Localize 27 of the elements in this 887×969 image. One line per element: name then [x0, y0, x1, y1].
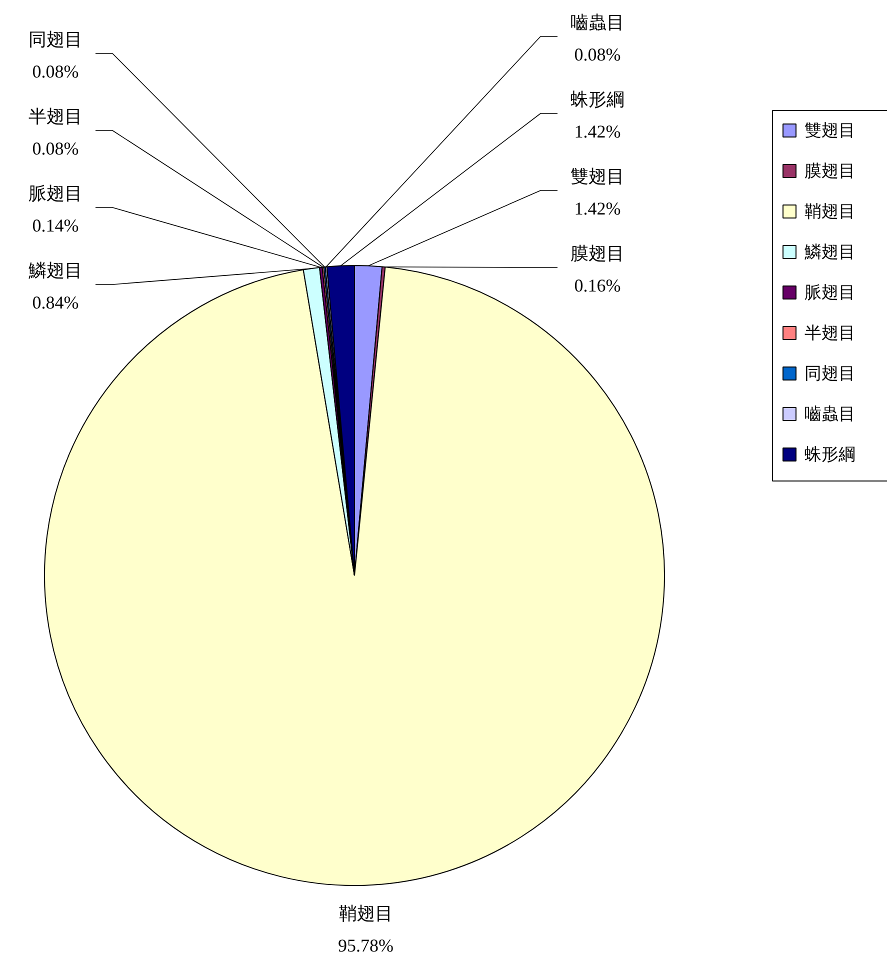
slice-label: 蛛形綱 [570, 90, 624, 110]
data-label: 95.78% [338, 935, 394, 956]
slice-label: 雙翅目 [570, 166, 624, 186]
slice-label: 同翅目 [28, 30, 82, 50]
slice-label: 膜翅目 [570, 244, 624, 264]
legend-label: 嚙蟲目 [804, 404, 856, 424]
data-label: 1.42% [574, 122, 621, 142]
legend-label: 同翅目 [804, 364, 856, 383]
legend-label: 鱗翅目 [804, 242, 856, 262]
slice-label: 半翅目 [28, 106, 82, 126]
legend-label: 鞘翅目 [804, 202, 856, 221]
data-label: 0.14% [32, 216, 79, 236]
legend-label: 脈翅目 [804, 283, 856, 302]
slice-label: 脈翅目 [28, 184, 82, 204]
legend-label: 蛛形綱 [804, 445, 856, 464]
data-label: 0.08% [574, 44, 621, 64]
slice-label: 鞘翅目 [338, 903, 393, 924]
data-label: 0.16% [574, 276, 621, 296]
data-label: 0.08% [32, 62, 79, 82]
data-label: 0.08% [32, 138, 79, 158]
slice-label: 鱗翅目 [28, 260, 82, 280]
data-label: 1.42% [574, 198, 621, 218]
slice-label: 嚙蟲目 [570, 12, 624, 32]
legend-label: 半翅目 [804, 324, 856, 342]
legend-label: 雙翅目 [804, 121, 856, 140]
data-label: 0.84% [32, 292, 79, 312]
legend-label: 膜翅目 [804, 162, 856, 180]
